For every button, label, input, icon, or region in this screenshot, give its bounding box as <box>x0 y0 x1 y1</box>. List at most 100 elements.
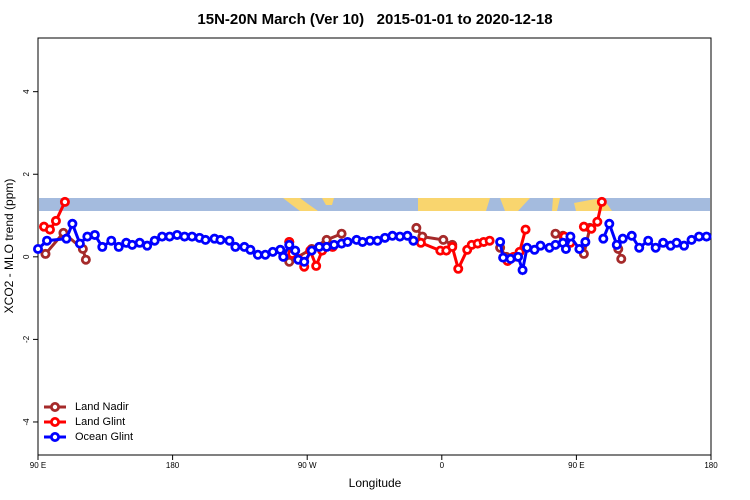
legend-label: Ocean Glint <box>75 431 133 443</box>
data-point <box>306 245 317 256</box>
data-point <box>617 233 628 244</box>
data-point <box>650 242 661 253</box>
legend-label: Land Glint <box>75 416 125 428</box>
x-tick-label: 0 <box>440 461 445 470</box>
data-point <box>33 243 44 254</box>
y-axis-label: XCO2 - MLO trend (ppm) <box>2 179 16 314</box>
data-point <box>520 224 531 235</box>
data-point <box>453 263 464 274</box>
data-point <box>517 265 528 276</box>
legend-marker <box>50 401 61 412</box>
data-point <box>342 236 353 247</box>
land-strip <box>322 198 334 205</box>
series-line <box>44 230 88 261</box>
y-tick-label: -2 <box>22 335 31 343</box>
data-point <box>565 231 576 242</box>
land-strip <box>500 198 530 211</box>
data-point <box>634 242 645 253</box>
data-point <box>106 235 117 246</box>
data-point <box>74 238 85 249</box>
data-point <box>224 235 235 246</box>
data-point <box>686 234 697 245</box>
data-point <box>290 245 301 256</box>
ocean-strip <box>39 198 710 211</box>
data-point <box>616 253 627 264</box>
chart-title: 15N-20N March (Ver 10) 2015-01-01 to 202… <box>197 11 552 28</box>
y-tick-label: 2 <box>22 171 31 176</box>
data-point <box>513 251 524 262</box>
x-tick-label: 90 W <box>298 461 317 470</box>
data-point <box>701 231 712 242</box>
legend-marker <box>50 431 61 442</box>
data-point <box>411 222 422 233</box>
data-point <box>574 243 585 254</box>
legend: Land Nadir Land Glint Ocean Glint <box>44 401 133 443</box>
data-point <box>230 241 241 252</box>
data-point <box>495 236 506 247</box>
data-point <box>498 252 509 263</box>
data-point <box>67 218 78 229</box>
data-point <box>580 236 591 247</box>
data-point <box>604 218 615 229</box>
data-point <box>329 239 340 250</box>
data-point <box>402 230 413 241</box>
x-tick-label: 180 <box>704 461 718 470</box>
data-point <box>284 256 295 267</box>
data-point <box>149 235 160 246</box>
data-point <box>387 230 398 241</box>
data-point <box>284 239 295 250</box>
data-point <box>200 234 211 245</box>
land-strip <box>552 198 560 211</box>
data-point <box>164 231 175 242</box>
data-point <box>278 251 289 262</box>
data-point <box>89 229 100 240</box>
map-strip <box>39 198 710 211</box>
data-point <box>679 240 690 251</box>
data-point <box>97 241 108 252</box>
data-point <box>44 224 55 235</box>
data-point <box>586 223 597 234</box>
data-point <box>61 233 72 244</box>
data-point <box>484 235 495 246</box>
x-tick-label: 180 <box>166 461 180 470</box>
x-axis-label: Longitude <box>349 476 402 490</box>
data-point <box>187 231 198 242</box>
data-point <box>592 216 603 227</box>
series-line <box>415 227 453 247</box>
data-point <box>172 229 183 240</box>
x-tick-label: 90 E <box>568 461 584 470</box>
data-point <box>245 244 256 255</box>
data-point <box>643 235 654 246</box>
data-point <box>394 231 405 242</box>
x-tick-label: 90 E <box>30 461 46 470</box>
data-point <box>50 215 61 226</box>
data-point <box>40 248 51 259</box>
data-point <box>408 235 419 246</box>
data-point <box>626 230 637 241</box>
data-point <box>82 231 93 242</box>
data-point <box>598 233 609 244</box>
data-point <box>311 260 322 271</box>
series <box>33 218 712 276</box>
y-tick-label: 0 <box>22 254 31 259</box>
data-point <box>357 236 368 247</box>
y-tick-label: -4 <box>22 418 31 426</box>
data-point <box>299 256 310 267</box>
data-point <box>113 241 124 252</box>
data-point <box>560 243 571 254</box>
land-strip <box>418 198 490 211</box>
data-point <box>142 240 153 251</box>
legend-label: Land Nadir <box>75 401 129 413</box>
data-point <box>535 240 546 251</box>
data-point <box>215 234 226 245</box>
data-point <box>596 196 607 207</box>
data-point <box>447 241 458 252</box>
data-point <box>59 196 70 207</box>
data-point <box>336 228 347 239</box>
legend-marker <box>50 416 61 427</box>
data-point <box>80 254 91 265</box>
data-point <box>41 235 52 246</box>
data-point <box>438 234 449 245</box>
y-tick-label: 4 <box>22 89 31 94</box>
